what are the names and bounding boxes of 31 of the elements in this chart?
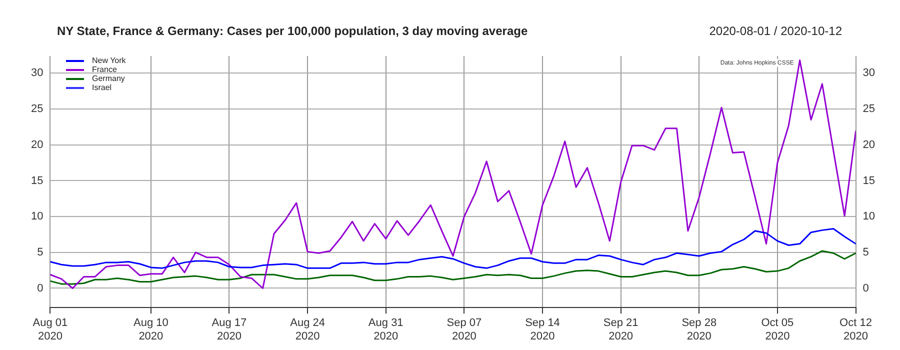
- x-tick-label: Aug 17 2020: [212, 317, 247, 342]
- y2-tick-label: 5: [862, 246, 869, 258]
- x-tick-label: Oct 05 2020: [761, 317, 794, 342]
- y-tick-label: 5: [37, 246, 44, 258]
- x-tick-label: Sep 28 2020: [682, 317, 717, 342]
- x-tick-label: Sep 07 2020: [446, 317, 482, 342]
- y2-tick-label: 25: [862, 103, 876, 116]
- y2-tick-label: 0: [862, 282, 869, 294]
- y-tick-label: 15: [30, 174, 44, 187]
- legend-label: Israel: [92, 83, 112, 92]
- y2-tick-label: 10: [862, 210, 876, 223]
- y2-tick-label: 15: [862, 174, 876, 187]
- y-tick-label: 10: [30, 210, 44, 223]
- chart-subtitle: 2020-08-01 / 2020-10-12: [709, 24, 842, 38]
- x-tick-label: Aug 10 2020: [133, 317, 168, 342]
- y-tick-label: 0: [37, 282, 44, 294]
- legend-label: Germany: [92, 74, 125, 83]
- legend-label: France: [92, 65, 117, 74]
- x-tick-label: Aug 31 2020: [368, 317, 404, 342]
- x-tick-label: Aug 01 2020: [32, 317, 68, 342]
- y2-tick-label: 20: [862, 138, 876, 151]
- y-tick-label: 30: [30, 67, 44, 80]
- y-tick-label: 20: [30, 138, 44, 151]
- x-tick-label: Oct 12 2020: [840, 317, 872, 342]
- y2-tick-label: 30: [862, 67, 876, 80]
- x-tick-label: Aug 24 2020: [290, 317, 325, 342]
- chart-title: NY State, France & Germany: Cases per 100,000 population, 3 day moving average: [57, 24, 528, 38]
- x-tick-label: Sep 14 2020: [525, 317, 560, 342]
- x-tick-label: Sep 21 2020: [603, 317, 638, 342]
- y-tick-label: 25: [30, 103, 44, 116]
- legend-label: New York: [92, 56, 126, 65]
